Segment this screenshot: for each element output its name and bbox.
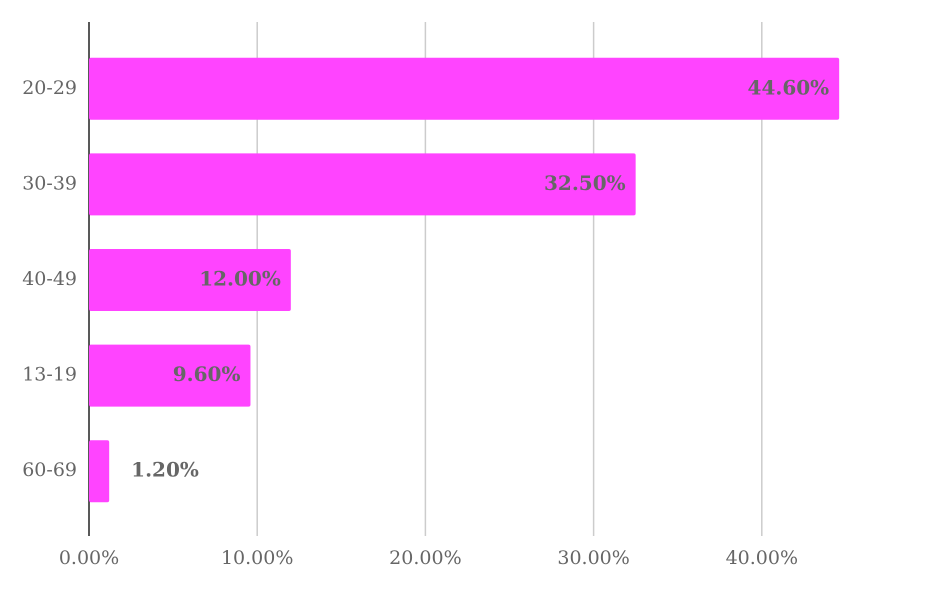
value-label: 9.60% [173, 362, 241, 386]
x-tick-label: 10.00% [221, 547, 293, 569]
x-tick-label: 0.00% [59, 547, 119, 569]
bar [89, 344, 251, 407]
y-tick-label: 13-19 [22, 364, 77, 386]
x-tick-label: 20.00% [389, 547, 461, 569]
y-tick-label: 20-29 [22, 77, 77, 99]
y-tick-label: 30-39 [22, 172, 77, 194]
value-label: 1.20% [131, 458, 199, 482]
x-tick-label: 40.00% [726, 547, 798, 569]
x-tick-label: 30.00% [557, 547, 629, 569]
y-tick-label: 60-69 [22, 459, 77, 481]
value-label: 32.50% [544, 171, 626, 195]
bar [89, 57, 840, 120]
bar [89, 440, 110, 503]
value-label: 44.60% [748, 75, 830, 99]
bar [89, 153, 636, 216]
value-label: 12.00% [199, 267, 281, 291]
bar [89, 249, 291, 311]
y-tick-label: 40-49 [22, 268, 77, 290]
